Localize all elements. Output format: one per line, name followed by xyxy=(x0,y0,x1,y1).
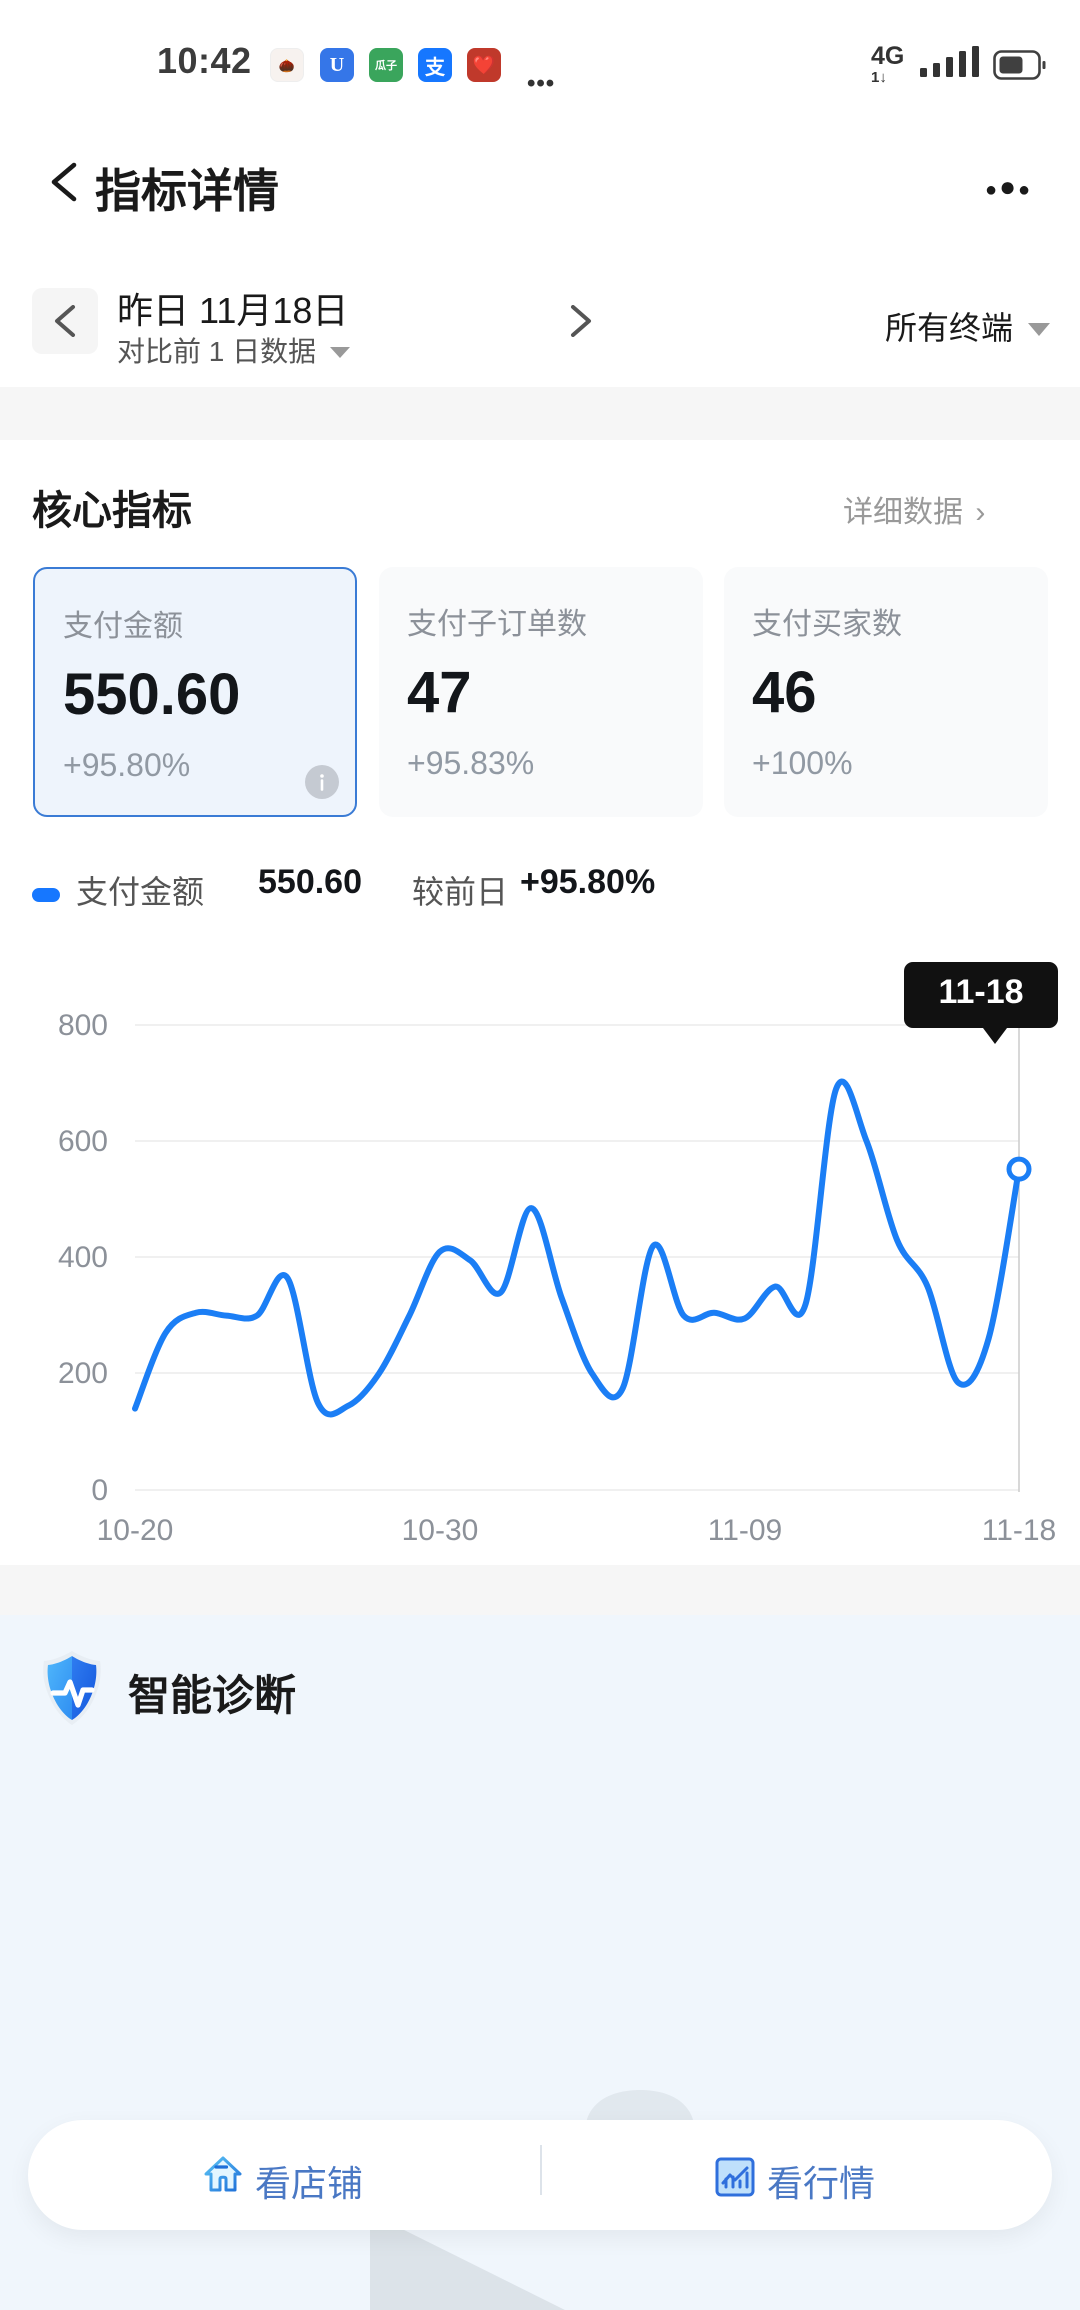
svg-text:600: 600 xyxy=(58,1125,108,1158)
svg-text:11-18: 11-18 xyxy=(982,1514,1057,1547)
svg-text:400: 400 xyxy=(58,1241,108,1274)
svg-text:800: 800 xyxy=(58,1009,108,1042)
svg-text:11-09: 11-09 xyxy=(708,1514,783,1547)
svg-text:11-18: 11-18 xyxy=(938,973,1023,1011)
svg-text:10-30: 10-30 xyxy=(402,1514,479,1547)
svg-text:200: 200 xyxy=(58,1357,108,1390)
svg-text:0: 0 xyxy=(91,1474,108,1507)
svg-text:10-20: 10-20 xyxy=(97,1514,174,1547)
